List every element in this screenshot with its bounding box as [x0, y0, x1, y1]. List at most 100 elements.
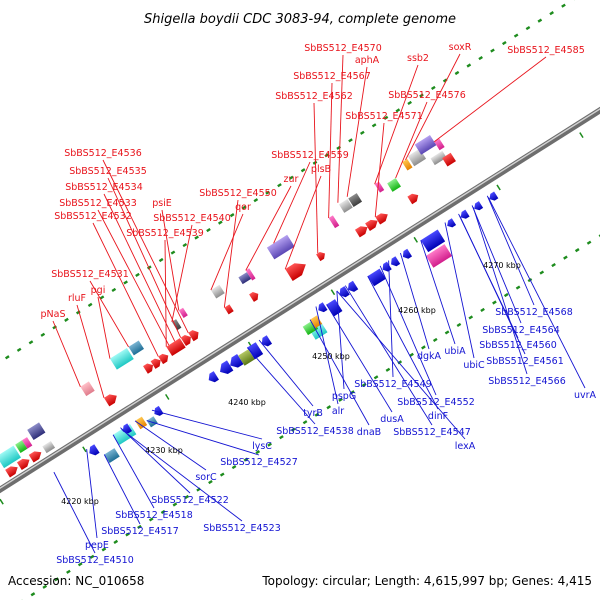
connector-line: [97, 296, 111, 359]
gene-label[interactable]: SbBS512_E4567: [293, 71, 371, 82]
gene-label[interactable]: dinF: [428, 411, 448, 422]
gene-label[interactable]: SbBS512_E4531: [51, 269, 129, 280]
tick-mark: [77, 562, 83, 567]
tick-mark: [551, 263, 556, 268]
gene-label[interactable]: SbBS512_E4552: [397, 397, 475, 408]
gene-feature: [347, 280, 359, 292]
gene-label[interactable]: rluF: [68, 293, 86, 304]
gene-label[interactable]: SbBS512_E4523: [203, 523, 281, 534]
gene-label[interactable]: soxR: [449, 42, 472, 53]
connector-line: [171, 224, 193, 322]
gene-label[interactable]: SbBS512_E4532: [54, 211, 132, 222]
gene-label[interactable]: pNaS: [41, 309, 66, 320]
tick-mark: [87, 302, 93, 307]
map-title: Shigella boydii CDC 3083-94, complete ge…: [144, 12, 456, 27]
gene-label[interactable]: qor: [235, 202, 251, 213]
tick-mark: [42, 584, 48, 589]
connector-line: [258, 339, 314, 407]
gene-label[interactable]: SbBS512_E4550: [199, 188, 277, 199]
tick-mark: [290, 427, 296, 432]
gene-label[interactable]: plsB: [311, 164, 331, 175]
gene-label[interactable]: SbBS512_E4540: [153, 213, 231, 224]
scale-label: 4240 kbp: [228, 398, 266, 407]
gene-label[interactable]: SbBS512_E4562: [275, 91, 353, 102]
gene-label[interactable]: SbBS512_E4517: [101, 526, 179, 537]
gene-label[interactable]: SbBS512_E4534: [65, 182, 143, 193]
connector-line: [134, 420, 207, 471]
tick-mark: [586, 240, 592, 245]
gene-label[interactable]: SbBS512_E4536: [64, 148, 142, 159]
gene-feature: [474, 201, 484, 211]
connector-line: [107, 177, 182, 338]
gene-feature: [128, 340, 145, 356]
gene-label[interactable]: SbBS512_E4571: [345, 111, 423, 122]
connector-line: [374, 64, 419, 185]
gene-label[interactable]: zur: [284, 174, 299, 185]
gene-label[interactable]: dusA: [380, 414, 404, 425]
gene-label[interactable]: SbBS512_E4518: [115, 510, 193, 521]
gene-label[interactable]: uvrA: [574, 390, 597, 401]
gene-label[interactable]: SbBS512_E4538: [276, 426, 354, 437]
tick-mark: [217, 220, 223, 225]
gene-label[interactable]: SbBS512_E4564: [482, 325, 560, 336]
gene-label[interactable]: SbBS512_E4585: [507, 45, 585, 56]
connector-line: [53, 471, 96, 554]
connector-line: [433, 56, 547, 143]
tick-mark: [302, 420, 308, 425]
gene-label[interactable]: SbBS512_E4527: [220, 457, 298, 468]
tick-mark: [279, 435, 284, 440]
gene-label[interactable]: ubiA: [444, 346, 466, 357]
gene-label[interactable]: SbBS512_E4539: [126, 228, 204, 239]
forward-gene-labels: SbBS512_E4570 aphA soxR SbBS512_E4585 ss…: [41, 42, 585, 320]
gene-label[interactable]: SbBS512_E4566: [488, 376, 566, 387]
tick-mark: [395, 108, 401, 113]
tick-mark: [492, 300, 497, 305]
tick-mark: [501, 40, 507, 46]
connector-line: [315, 306, 339, 405]
gene-feature: [261, 335, 273, 347]
gene-label[interactable]: SbBS512_E4559: [271, 150, 349, 161]
gene-label[interactable]: sorC: [195, 472, 217, 483]
tick-mark: [359, 130, 365, 135]
gene-label[interactable]: tyrB: [303, 408, 323, 419]
gene-label[interactable]: SbBS512_E4561: [486, 356, 564, 367]
tick-mark: [490, 48, 495, 53]
tick-mark: [478, 55, 483, 61]
tick-mark: [137, 524, 142, 530]
gene-label[interactable]: SbBS512_E4570: [304, 43, 382, 54]
gene-label[interactable]: psiE: [152, 198, 172, 209]
gene-feature: [328, 215, 340, 229]
tick-mark: [385, 367, 391, 372]
gene-label[interactable]: ssb2: [407, 53, 429, 64]
gene-label[interactable]: SbBS512_E4576: [388, 90, 466, 101]
gene-label[interactable]: SbBS512_E4522: [151, 495, 229, 506]
gene-label[interactable]: SbBS512_E4533: [59, 198, 137, 209]
gene-label[interactable]: SbBS512_E4510: [56, 555, 134, 566]
gene-label[interactable]: lexA: [455, 441, 476, 452]
gene-feature: [166, 338, 186, 356]
gene-label[interactable]: alr: [332, 406, 344, 417]
gene-feature: [42, 440, 56, 454]
tick-mark: [170, 250, 176, 255]
scale-label: 4220 kbp: [61, 497, 99, 506]
gene-label[interactable]: SbBS512_E4547: [393, 427, 471, 438]
accession-text: Accession: NC_010658: [8, 574, 144, 588]
gene-feature: [391, 256, 401, 267]
gene-label[interactable]: SbBS512_E4535: [69, 166, 147, 177]
gene-label[interactable]: SbBS512_E4568: [495, 307, 573, 318]
tick-mark: [537, 18, 543, 23]
connector-line: [210, 213, 244, 291]
connector-line: [103, 193, 176, 342]
gene-label[interactable]: SbBS512_E4560: [479, 340, 557, 351]
gene-label[interactable]: dgkA: [417, 351, 442, 362]
gene-label[interactable]: lysC: [252, 441, 272, 452]
gene-label[interactable]: pspG: [332, 391, 356, 402]
gene-label[interactable]: ubiC: [463, 360, 485, 371]
gene-label[interactable]: SbBS512_E4549: [354, 379, 432, 390]
gene-label[interactable]: aphA: [355, 55, 380, 66]
gene-label[interactable]: dnaB: [357, 427, 381, 438]
gene-label[interactable]: pepE: [85, 540, 109, 551]
gene-label[interactable]: pgi: [91, 285, 106, 296]
